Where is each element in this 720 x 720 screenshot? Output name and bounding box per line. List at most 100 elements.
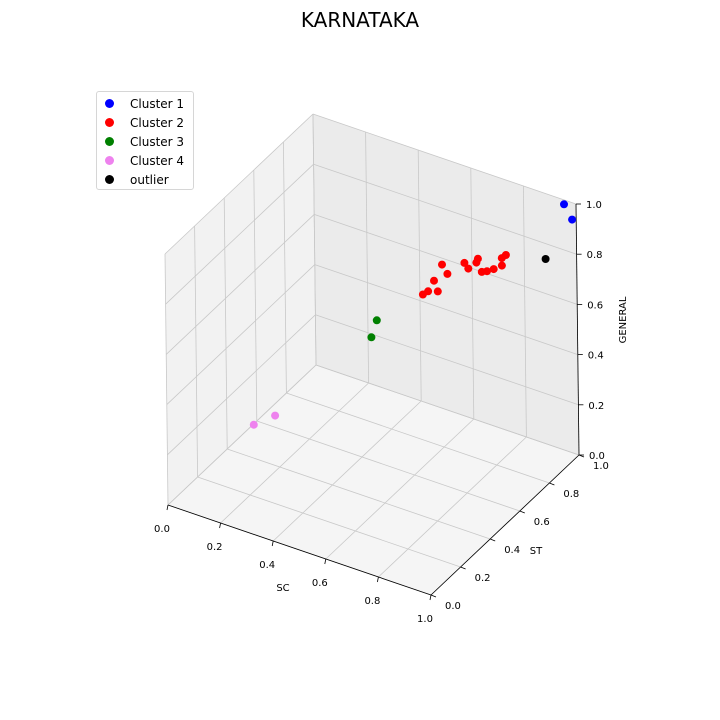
x-tick-mark [377, 576, 379, 583]
y-tick-mark [578, 454, 585, 458]
data-point [497, 261, 506, 270]
z-tick-label: 0.8 [587, 250, 603, 261]
data-points [249, 200, 577, 429]
data-point [541, 255, 550, 263]
y-axis-label: ST [530, 546, 543, 557]
x-tick-label: 0.4 [259, 560, 275, 571]
legend-label: Cluster 2 [130, 115, 185, 130]
grid-line [470, 167, 475, 420]
legend-entry: Cluster 2 [105, 113, 193, 132]
y-tick-mark [490, 538, 496, 542]
grid-line [253, 169, 258, 422]
grid-line [166, 264, 316, 405]
z-tick-label: 0.6 [587, 300, 603, 311]
x-tick-label: 0.0 [154, 524, 170, 535]
data-point [473, 254, 482, 263]
grid-line [314, 264, 578, 355]
grid-line [325, 418, 475, 560]
x-tick-label: 1.0 [417, 614, 433, 625]
data-point [433, 287, 442, 296]
grid-line [167, 314, 316, 456]
pane-x0 [165, 114, 316, 505]
x-tick-mark [166, 504, 169, 511]
grid-line [312, 113, 317, 366]
grid-line [417, 149, 422, 402]
grid-line [315, 364, 580, 456]
grid-line [227, 448, 491, 540]
grid-line [165, 163, 314, 305]
data-point [560, 200, 568, 209]
data-point [430, 276, 438, 285]
legend-marker [105, 137, 114, 146]
legend-marker [105, 99, 114, 108]
x-tick-mark [324, 558, 327, 565]
y-tick-label: 0.8 [563, 489, 579, 500]
data-point [460, 258, 469, 267]
z-tick-label: 0.0 [589, 451, 605, 462]
y-tick-label: 0.6 [534, 517, 550, 528]
legend-marker [105, 118, 114, 127]
grid-line [314, 214, 578, 305]
chart-title: KARNATAKA [300, 8, 420, 32]
x-tick-mark [429, 594, 432, 601]
grid-line [315, 314, 579, 406]
grid-line [272, 400, 422, 542]
data-point [568, 215, 577, 224]
legend-label: outlier [130, 172, 169, 187]
grid-line [523, 185, 527, 438]
x-axis-line [167, 504, 432, 596]
legend-entry: Cluster 4 [105, 151, 193, 170]
y-tick-label: 0.0 [445, 601, 461, 612]
grid-line [165, 214, 315, 355]
y-tick-mark [519, 510, 525, 514]
z-tick-label: 1.0 [586, 200, 602, 211]
x-tick-label: 0.8 [364, 596, 380, 607]
legend-marker [105, 175, 114, 184]
grid-line [167, 364, 317, 506]
data-point [489, 265, 498, 274]
data-point [483, 267, 491, 276]
axis-lines [166, 203, 585, 601]
y-tick-mark [549, 482, 555, 486]
legend-label: Cluster 1 [130, 96, 185, 111]
grid-line [164, 113, 314, 255]
legend-marker [105, 156, 114, 165]
x-tick-mark [271, 540, 274, 547]
y-tick-mark [460, 566, 466, 570]
legend-entry: Cluster 1 [105, 94, 193, 113]
grid-line [378, 436, 527, 578]
x-tick-label: 0.6 [312, 578, 328, 589]
legend-entry: outlier [105, 170, 193, 189]
legend: Cluster 1 Cluster 2 Cluster 3 Cluster 4 outl… [96, 91, 194, 190]
grid-line [223, 197, 228, 450]
y-tick-label: 1.0 [593, 461, 609, 472]
pane-y1 [313, 114, 579, 455]
grid-line [283, 141, 287, 394]
grid-line [286, 392, 550, 484]
y-tick-mark [430, 594, 437, 598]
data-point [443, 269, 452, 278]
z-tick-label: 0.2 [588, 401, 604, 412]
x-tick-label: 0.2 [207, 542, 223, 553]
legend-entry: Cluster 3 [105, 132, 193, 151]
data-point [464, 264, 473, 273]
z-axis-label: GENERAL [618, 296, 629, 343]
z-tick-label: 0.4 [588, 351, 604, 362]
grid-line [312, 113, 577, 205]
y-tick-label: 0.2 [475, 573, 491, 584]
y-tick-label: 0.4 [504, 545, 520, 556]
x-tick-mark [219, 522, 221, 529]
data-point [372, 316, 381, 325]
axis-panes [165, 114, 579, 595]
data-point [249, 420, 258, 429]
data-point [418, 290, 427, 299]
z-axis-line [575, 203, 580, 456]
grid-line [313, 163, 577, 255]
grid-line [220, 382, 369, 524]
grid-line [365, 131, 369, 384]
legend-label: Cluster 4 [130, 153, 185, 168]
grid-line [256, 420, 520, 512]
grid-line [197, 476, 461, 568]
grid-line [164, 253, 169, 506]
